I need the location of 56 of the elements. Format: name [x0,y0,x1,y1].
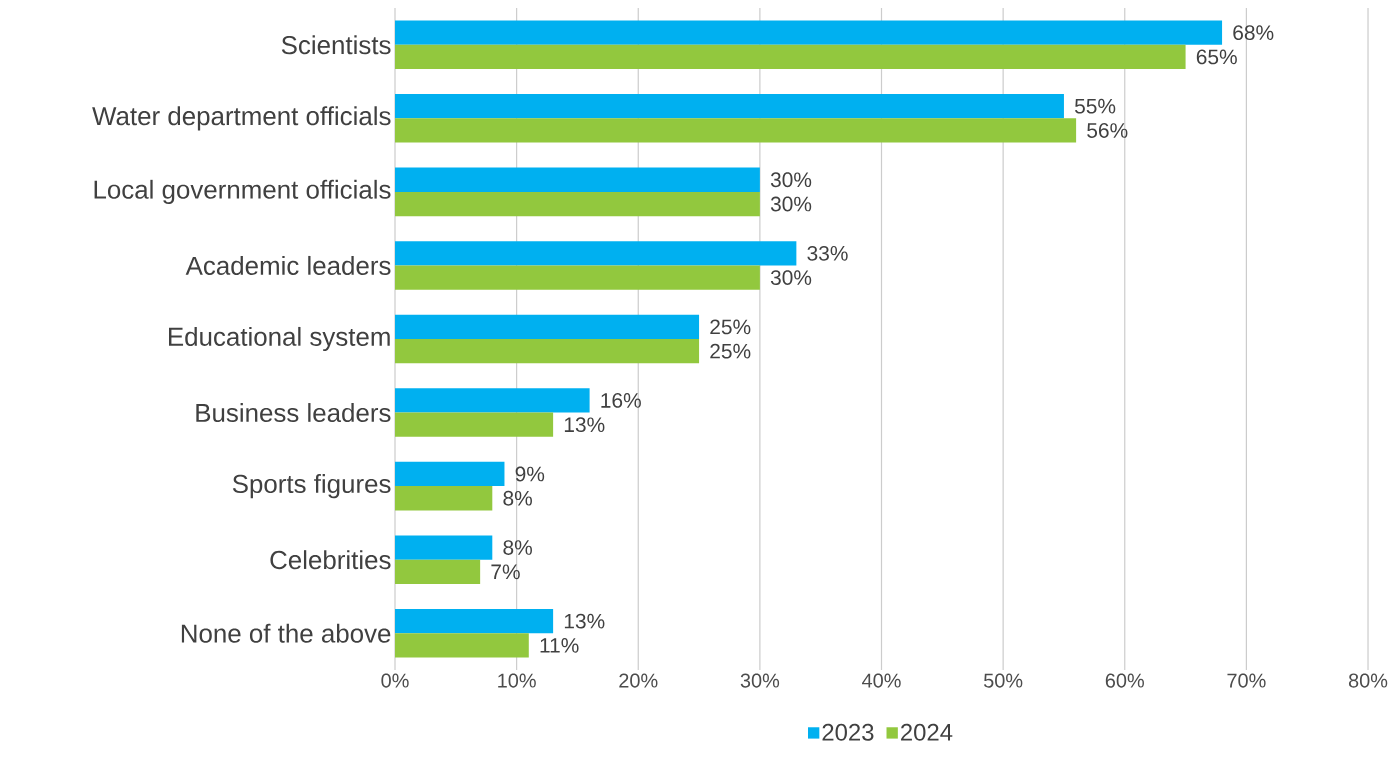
data-label: 13% [564,613,605,629]
legend-label: 2024 [901,723,953,741]
bar [395,191,760,217]
data-label: 68% [1233,25,1274,41]
y-tick-label: Scientists [281,35,391,55]
data-label: 8% [503,540,532,555]
data-label: 11% [540,638,579,653]
bar [395,486,493,511]
x-tick-label: 40% [862,673,901,688]
y-tick-label: Educational system [169,326,390,352]
y-tick-label: None of the above [181,623,391,643]
bar [395,94,1064,119]
data-label: 65% [1196,49,1237,65]
data-label: 30% [770,172,812,188]
bar [395,339,700,364]
x-tick-label: 10% [498,673,536,688]
bar [395,412,554,437]
y-tick-label: Celebrities [270,550,391,570]
x-tick-label: 30% [740,673,780,688]
x-tick-label: 70% [1227,673,1266,688]
bar [395,535,493,560]
y-tick-label: Business leaders [196,403,391,423]
bar [395,167,760,192]
data-label: 25% [710,319,751,335]
y-tick-label: Academic leaders [185,255,391,275]
data-label: 16% [601,393,641,408]
bar [395,241,797,266]
y-tick-label: Local government officials [94,179,391,204]
y-tick-label: Water department officials [92,106,391,131]
x-tick-label: 50% [983,673,1023,688]
data-label: 13% [564,417,605,433]
bar [395,559,481,584]
data-label: 30% [770,270,812,285]
bar [395,608,554,634]
data-label: 55% [1074,98,1116,114]
x-tick-label: 20% [619,673,658,688]
bar [395,633,529,658]
data-label: 30% [770,196,812,212]
x-tick-label: 60% [1105,673,1144,688]
bar [395,20,1223,45]
data-label: 56% [1087,123,1128,138]
y-tick-label: Sports figures [232,474,391,499]
bar [395,388,590,413]
data-label: 9% [515,466,545,482]
bar [395,44,1186,70]
x-tick-label: 80% [1348,673,1388,688]
legend-label: 2023 [822,723,874,741]
bar [395,118,1077,143]
bar [395,265,760,290]
bar [395,461,505,487]
x-tick-label: 0% [381,673,409,688]
data-label: 8% [503,490,532,506]
bar [395,314,700,339]
data-label: 7% [491,564,520,580]
data-label: 25% [710,343,751,359]
data-label: 33% [807,245,848,261]
